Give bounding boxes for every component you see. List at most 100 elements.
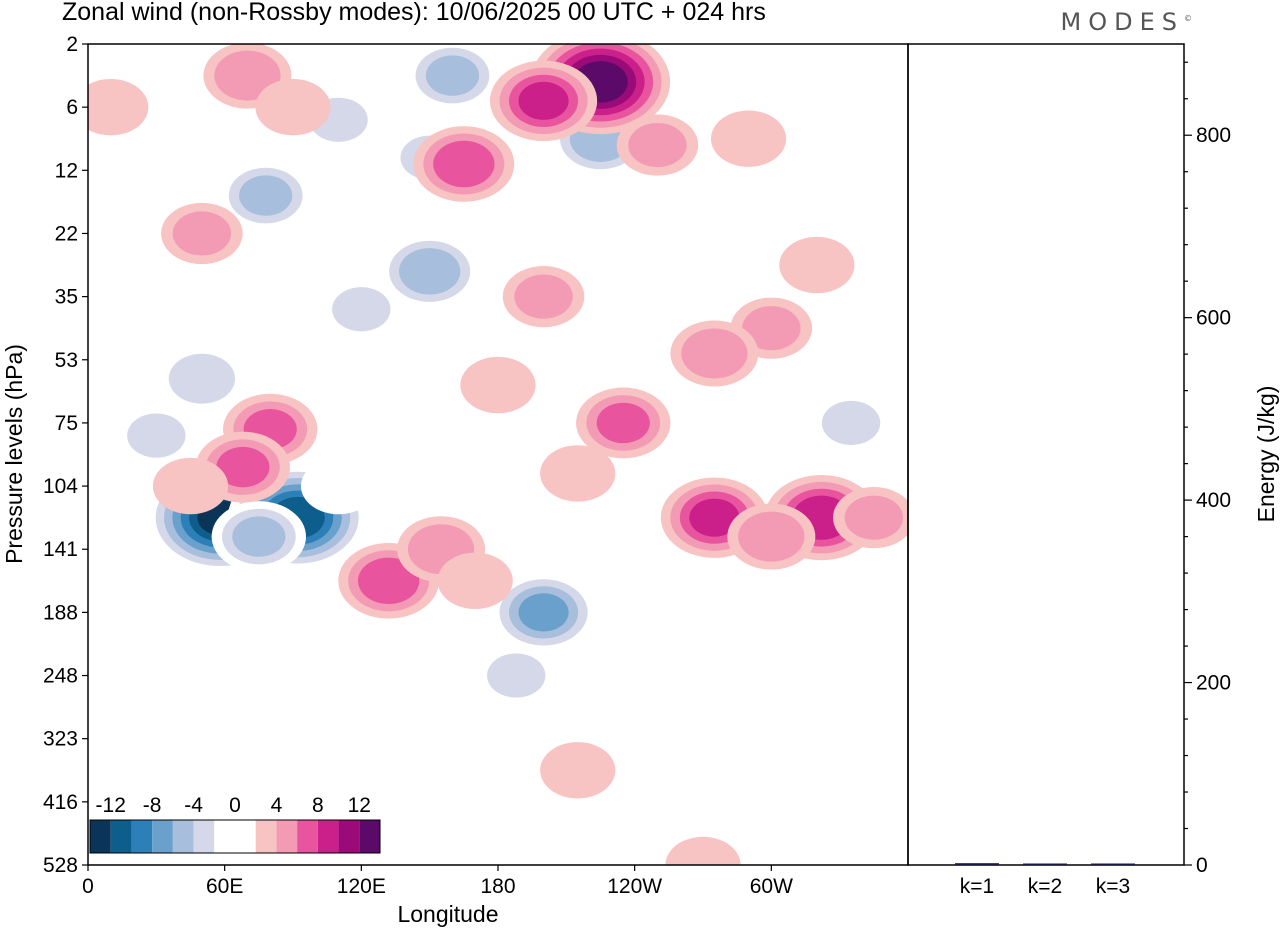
energy-axis-label: Energy (J/kg) — [1253, 386, 1279, 523]
energy-category-label-0: k=1 — [960, 875, 994, 898]
contour-blob-29-level-3 — [689, 498, 740, 537]
contour-blob-32-level-1 — [844, 495, 904, 540]
colorbar-swatch-2 — [131, 820, 153, 853]
contour-blob-26-level-2 — [358, 557, 420, 605]
energy-bar-k=3 — [1091, 863, 1135, 865]
colorbar-label-5: 8 — [312, 794, 324, 817]
y-tick-label-2: 12 — [55, 159, 78, 182]
colorbar-swatch-10 — [297, 820, 318, 853]
x-tick-label-4: 120W — [607, 875, 662, 898]
energy-bars: k=1 k=2 k=3 — [955, 863, 1135, 898]
x-tick-label-2: 120E — [337, 875, 386, 898]
contour-blob-36-level-1 — [742, 306, 801, 351]
contour-blob-33-level-2 — [596, 402, 650, 444]
contour-blob-15-level-1 — [487, 653, 546, 698]
contour-blob-4-level-1 — [127, 413, 186, 458]
colorbar-swatch-11 — [317, 820, 339, 853]
x-tick-label-5: 60W — [750, 875, 793, 898]
energy-tick-label-800: 800 — [1196, 124, 1231, 147]
heatmap-field — [88, 44, 908, 865]
energy-frame — [907, 43, 1185, 866]
contour-blob-44-level-1 — [214, 50, 281, 101]
contour-blob-37-level-1 — [681, 328, 748, 379]
colorbar-swatch-8 — [255, 820, 277, 853]
contour-blob-39-level-1 — [628, 122, 687, 168]
contour-blob-13-level-0 — [118, 44, 194, 79]
y-tick-label-3: 22 — [55, 222, 78, 245]
colorbar-label-3: 0 — [229, 794, 241, 817]
contour-blob-28-level-0 — [437, 552, 513, 610]
colorbar-label-0: -12 — [96, 794, 126, 817]
y-tick-label-7: 104 — [43, 475, 78, 498]
chart-title: Zonal wind (non-Rossby modes): 10/06/202… — [62, 0, 766, 26]
contour-blob-45-level-0 — [255, 78, 331, 136]
y-tick-label-8: 141 — [43, 538, 78, 561]
colorbar-swatch-6 — [214, 820, 235, 853]
colorbar-swatch-0 — [90, 820, 111, 853]
energy-bar-k=2 — [1023, 863, 1067, 865]
y-tick-label-4: 35 — [55, 286, 78, 309]
contour-blob-48-level-0 — [460, 356, 536, 414]
colorbar-swatch-1 — [110, 820, 132, 853]
y-tick-label-10: 248 — [43, 665, 78, 688]
energy-tick-label-600: 600 — [1196, 307, 1231, 330]
contour-blob-34-level-0 — [540, 445, 616, 502]
y-tick-label-11: 323 — [43, 728, 78, 751]
contour-blob-35-level-1 — [514, 274, 573, 319]
x-tick-label-0: 0 — [82, 875, 94, 898]
x-tick-label-3: 180 — [480, 875, 515, 898]
y-tick-label-13: 528 — [43, 854, 78, 877]
contour-blob-31-level-1 — [738, 511, 805, 562]
contour-blob-2-level-2 — [232, 516, 286, 557]
energy-category-label-1: k=2 — [1028, 875, 1062, 898]
contour-blob-46-level-0 — [540, 742, 616, 799]
contour-blob-17-level-0 — [779, 344, 855, 401]
colorbar-swatch-3 — [152, 820, 173, 853]
y-tick-label-0: 2 — [66, 33, 78, 56]
energy-tick-label-200: 200 — [1196, 672, 1231, 695]
colorbar-swatch-4 — [172, 820, 194, 853]
x-tick-label-1: 60E — [206, 875, 243, 898]
contour-blob-23-level-2 — [433, 140, 495, 188]
colorbar-swatch-9 — [276, 820, 298, 853]
colorbar-frame — [89, 819, 381, 854]
contour-blob-42-level-0 — [152, 457, 229, 515]
contour-blob-22-level-3 — [518, 81, 569, 120]
colorbar-label-2: -4 — [184, 794, 203, 817]
contour-blob-16-level-1 — [821, 400, 881, 445]
energy-tick-label-0: 0 — [1196, 854, 1208, 877]
colorbar-swatch-13 — [359, 820, 380, 853]
contour-blob-40-level-0 — [710, 110, 787, 167]
contour-blob-14-level-3 — [518, 593, 569, 632]
y-tick-label-12: 416 — [43, 791, 78, 814]
y-tick-label-1: 6 — [66, 96, 78, 119]
contour-blob-18-level-0 — [824, 47, 901, 104]
contour-blob-11-level-2 — [425, 55, 480, 96]
contour-blob-6-level-0 — [266, 331, 342, 388]
colorbar: -12 -8 -4 0 4 8 12 — [89, 794, 381, 854]
contour-blob-43-level-0 — [88, 78, 149, 136]
contour-blob-25-level-2 — [216, 446, 270, 488]
colorbar-label-6: 12 — [348, 794, 371, 817]
y-tick-label-9: 188 — [43, 601, 78, 624]
contour-blob-3-level-2 — [239, 175, 293, 216]
colorbar-swatch-7 — [235, 820, 256, 853]
energy-tick-label-400: 400 — [1196, 489, 1231, 512]
y-axis-label: Pressure levels (hPa) — [1, 344, 27, 564]
colorbar-swatch-5 — [193, 820, 215, 853]
contour-blob-47-level-0 — [665, 836, 741, 865]
contour-blob-5-level-1 — [168, 353, 236, 404]
contour-blob-7-level-1 — [332, 287, 391, 332]
contour-blob-38-level-0 — [779, 236, 855, 294]
modes-logo: MODES© — [1060, 8, 1192, 36]
y-tick-label-5: 53 — [55, 349, 78, 372]
colorbar-label-4: 4 — [271, 794, 283, 817]
energy-category-label-2: k=3 — [1096, 875, 1130, 898]
x-axis-label: Longitude — [397, 901, 498, 927]
energy-bar-k=1 — [955, 863, 999, 865]
contour-blob-8-level-2 — [399, 248, 461, 295]
colorbar-label-1: -8 — [143, 794, 162, 817]
